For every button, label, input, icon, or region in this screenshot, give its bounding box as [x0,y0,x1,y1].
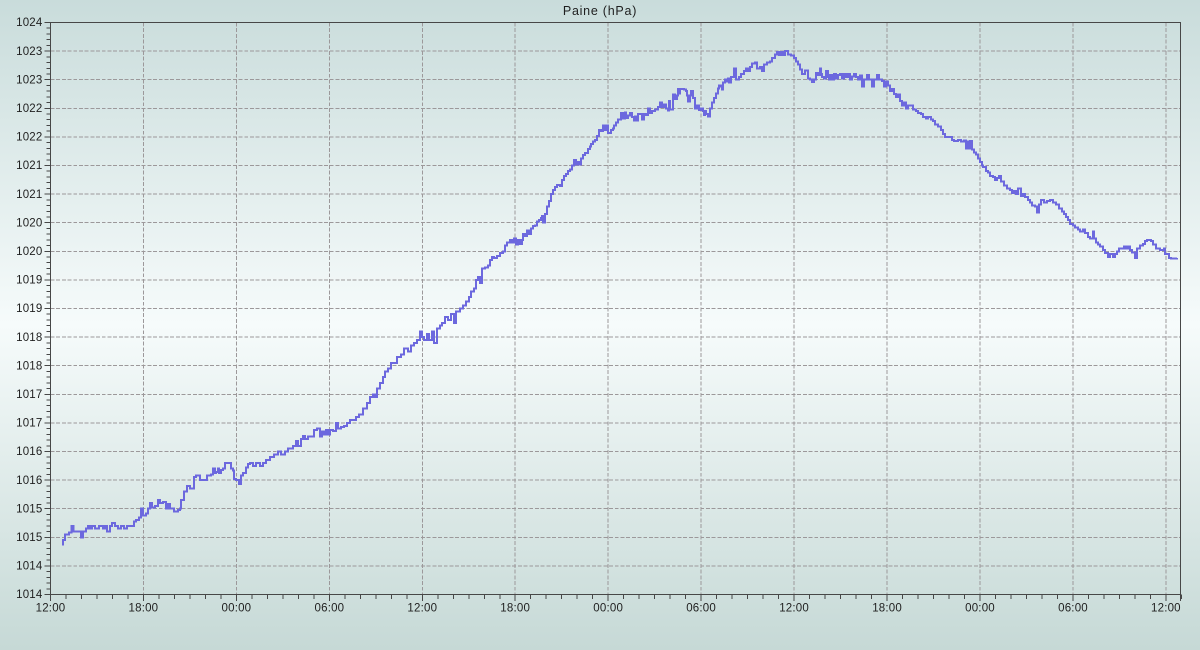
svg-text:Paine (hPa): Paine (hPa) [563,4,637,18]
svg-text:1014: 1014 [16,561,43,573]
svg-text:00:00: 00:00 [593,603,623,615]
svg-text:1017: 1017 [16,418,42,430]
svg-text:18:00: 18:00 [500,603,530,615]
svg-text:00:00: 00:00 [965,603,995,615]
svg-text:1016: 1016 [16,475,42,487]
svg-text:18:00: 18:00 [872,603,902,615]
svg-text:12:00: 12:00 [1151,603,1181,615]
svg-text:1015: 1015 [16,532,42,544]
svg-text:06:00: 06:00 [1058,603,1088,615]
svg-text:1022: 1022 [16,103,42,115]
svg-text:1014: 1014 [16,589,43,601]
svg-text:00:00: 00:00 [222,603,252,615]
svg-text:06:00: 06:00 [686,603,716,615]
svg-text:1020: 1020 [16,246,42,258]
svg-text:06:00: 06:00 [315,603,345,615]
svg-text:1023: 1023 [16,46,42,58]
svg-text:12:00: 12:00 [407,603,437,615]
svg-text:1019: 1019 [16,303,42,315]
svg-text:1015: 1015 [16,503,42,515]
svg-text:1021: 1021 [16,189,42,201]
svg-text:1021: 1021 [16,160,42,172]
svg-text:1016: 1016 [16,446,42,458]
svg-text:1023: 1023 [16,74,42,86]
svg-text:1018: 1018 [16,332,42,344]
svg-text:18:00: 18:00 [129,603,159,615]
svg-text:1017: 1017 [16,389,42,401]
svg-text:12:00: 12:00 [779,603,809,615]
svg-text:1018: 1018 [16,360,42,372]
svg-text:1019: 1019 [16,275,42,287]
svg-text:1024: 1024 [16,17,43,29]
svg-text:1022: 1022 [16,132,42,144]
svg-text:1020: 1020 [16,217,42,229]
svg-text:12:00: 12:00 [36,603,66,615]
